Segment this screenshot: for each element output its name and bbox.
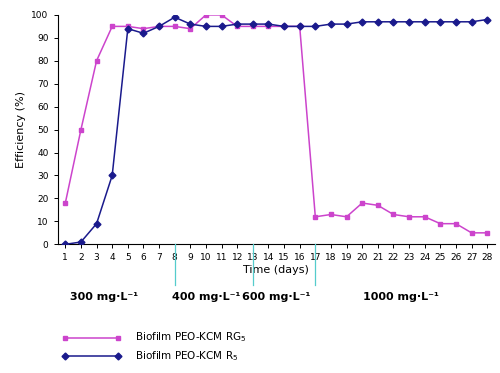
Y-axis label: Efficiency (%): Efficiency (%): [16, 91, 26, 168]
Text: Biofilm PEO-KCM R$_5$: Biofilm PEO-KCM R$_5$: [135, 350, 238, 363]
X-axis label: Time (days): Time (days): [244, 265, 309, 275]
Text: Biofilm PEO-KCM RG$_5$: Biofilm PEO-KCM RG$_5$: [135, 331, 246, 344]
Text: 600 mg·L⁻¹: 600 mg·L⁻¹: [242, 292, 310, 301]
Text: 400 mg·L⁻¹: 400 mg·L⁻¹: [172, 292, 240, 301]
Text: 1000 mg·L⁻¹: 1000 mg·L⁻¹: [364, 292, 439, 301]
Text: 300 mg·L⁻¹: 300 mg·L⁻¹: [70, 292, 138, 301]
